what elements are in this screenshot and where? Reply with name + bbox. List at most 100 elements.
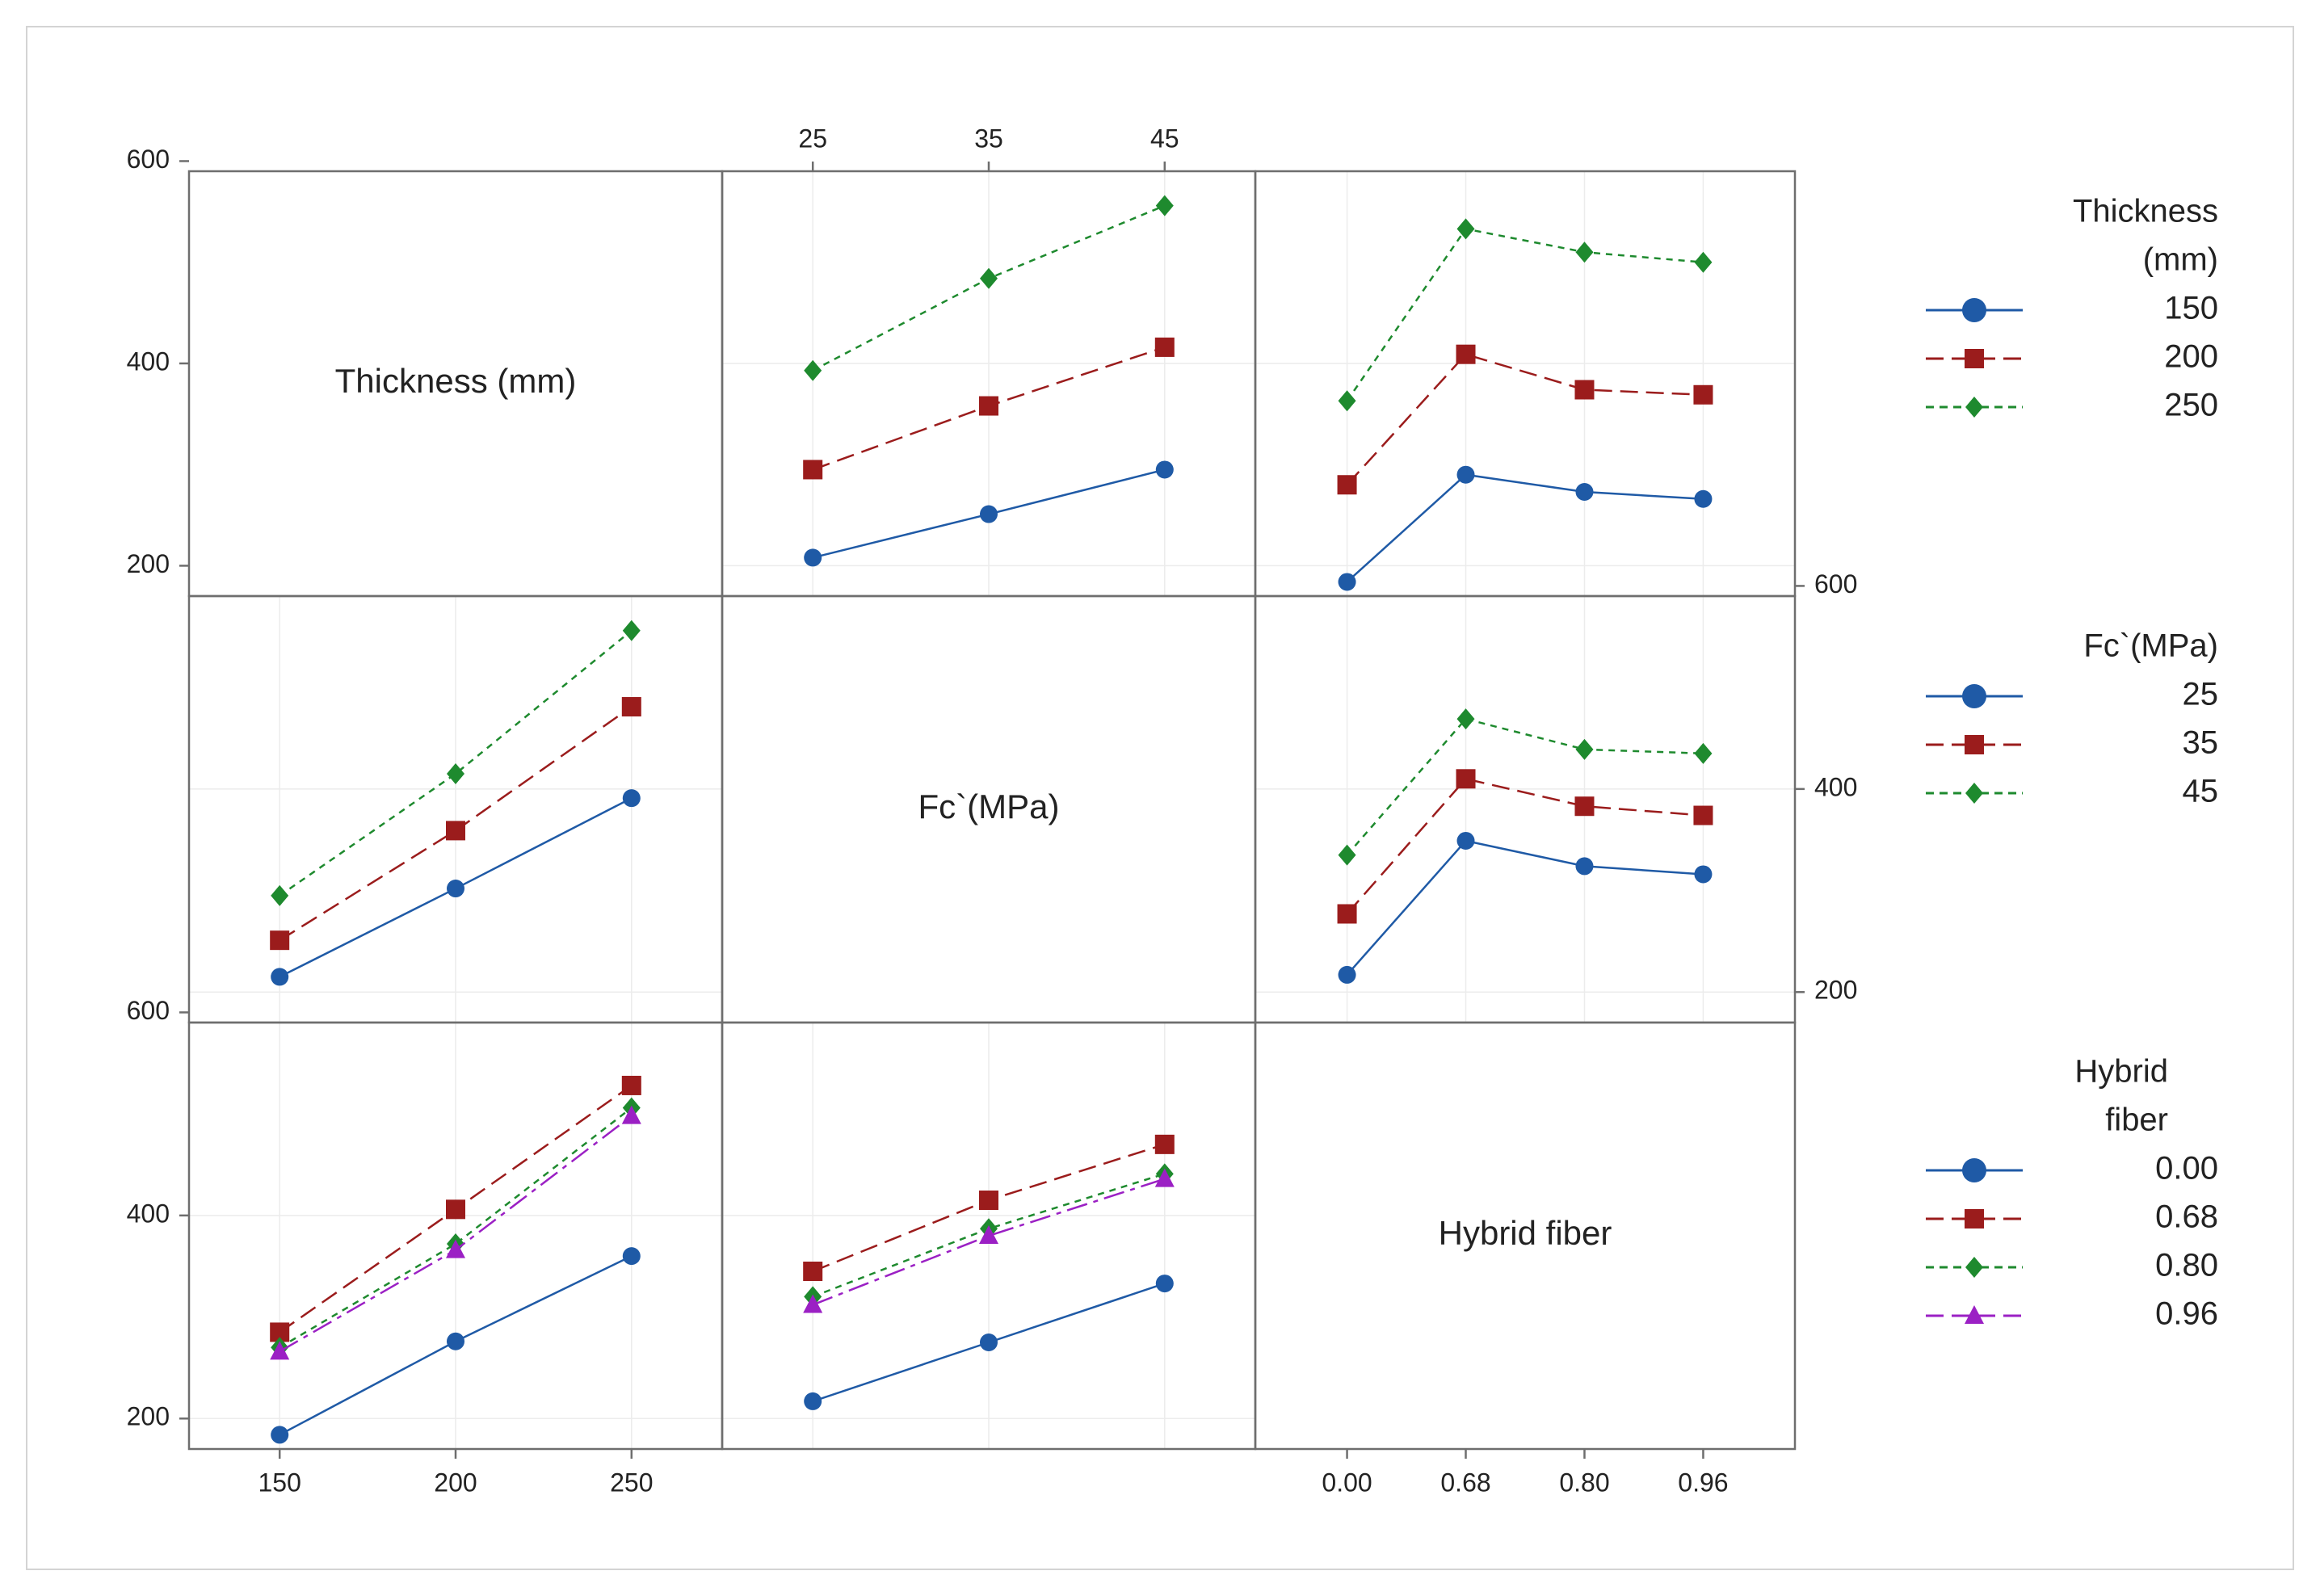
legend-title: Fc`(MPa)	[2083, 628, 2218, 664]
data-point	[1337, 475, 1357, 495]
data-point	[1456, 218, 1475, 240]
data-point	[1155, 195, 1174, 216]
series-line-200	[1346, 353, 1704, 486]
data-point	[1694, 742, 1713, 764]
legend-entry: 25	[2183, 677, 2219, 712]
data-point	[621, 1075, 641, 1095]
data-point	[1575, 483, 1594, 502]
data-point	[446, 821, 465, 841]
legend-title: (mm)	[2143, 242, 2218, 278]
data-point	[803, 1262, 823, 1281]
data-point	[1338, 844, 1356, 866]
x-tick-label: 0.68	[1440, 1468, 1490, 1497]
series-line-45	[279, 629, 633, 897]
data-point	[1154, 1168, 1175, 1187]
data-point	[1456, 708, 1475, 730]
y-tick-label: 200	[127, 1402, 170, 1431]
data-point	[980, 505, 998, 523]
data-point	[1574, 796, 1595, 817]
data-point	[447, 1332, 464, 1350]
panel-border	[1254, 594, 1797, 1024]
data-point	[1694, 865, 1713, 884]
data-point	[979, 1225, 998, 1244]
legend-title: Hybrid	[2074, 1054, 2168, 1090]
data-point	[980, 1334, 998, 1351]
legend-entry: 200	[2164, 339, 2218, 375]
data-point	[1694, 251, 1713, 273]
x-tick-label: 0.96	[1678, 1468, 1728, 1497]
legend-marker	[1965, 1257, 1983, 1278]
factor-label: Hybrid fiber	[1439, 1214, 1612, 1252]
x-tick-label: 25	[798, 124, 827, 153]
data-point	[1575, 242, 1594, 263]
data-point	[270, 930, 290, 951]
data-point	[1693, 384, 1713, 405]
data-point	[622, 789, 641, 808]
data-point	[1337, 904, 1357, 924]
x-tick-label: 200	[434, 1468, 477, 1497]
data-point	[1155, 460, 1174, 479]
series-line-0.80	[812, 1173, 1166, 1298]
y-tick-label: 400	[127, 1199, 170, 1228]
legend-marker	[1965, 735, 1984, 754]
legend-marker	[1965, 397, 1983, 418]
legend-marker	[1962, 684, 1986, 708]
panel-border	[1254, 1021, 1797, 1451]
legend-entry: 0.00	[2155, 1151, 2218, 1186]
y-tick-label: 600	[127, 996, 170, 1025]
data-point	[804, 1392, 822, 1410]
data-point	[1338, 573, 1356, 591]
data-point	[1694, 489, 1713, 508]
y-tick-label: 600	[127, 145, 170, 174]
series-line-45	[1346, 717, 1704, 856]
factor-label: Thickness (mm)	[335, 362, 577, 400]
data-point	[804, 548, 822, 567]
data-point	[622, 620, 641, 641]
data-point	[1456, 769, 1476, 789]
data-point	[1574, 380, 1595, 400]
data-point	[1154, 1134, 1175, 1154]
data-point	[1154, 337, 1175, 357]
data-point	[980, 267, 998, 289]
legend-entry: 0.68	[2155, 1199, 2218, 1235]
legend-entry: 250	[2164, 388, 2218, 423]
data-point	[271, 968, 289, 986]
y-tick-label: 400	[1814, 772, 1857, 801]
figure-frame: Thickness (mm) Fc`(MPa) Hybrid fiber 200 400…	[26, 26, 2294, 1570]
data-point	[1456, 344, 1476, 364]
data-point	[1155, 1275, 1174, 1293]
x-tick-label: 150	[258, 1468, 301, 1497]
series-line-250	[1346, 228, 1704, 402]
legend-entry: 35	[2183, 725, 2219, 761]
series-line-35	[1346, 777, 1704, 915]
y-tick-label: 400	[127, 346, 170, 376]
legend-marker	[1965, 783, 1983, 804]
y-tick-label: 200	[1814, 976, 1857, 1005]
data-point	[1693, 805, 1713, 825]
legend-entry: 0.80	[2155, 1248, 2218, 1283]
data-point	[803, 460, 823, 480]
legend-marker	[1962, 1158, 1986, 1182]
factor-label: Fc`(MPa)	[918, 788, 1060, 825]
legend-entry: 45	[2183, 774, 2219, 809]
panel-border	[1254, 170, 1797, 598]
data-point	[1575, 857, 1594, 876]
data-point	[271, 884, 289, 906]
series-line-150	[1346, 473, 1704, 583]
data-point	[271, 1426, 289, 1444]
x-tick-label: 0.00	[1322, 1468, 1372, 1497]
data-point	[270, 1341, 290, 1360]
data-point	[447, 763, 464, 784]
legend-entry: 150	[2164, 291, 2218, 326]
data-point	[622, 1247, 641, 1266]
data-point	[621, 697, 641, 717]
x-tick-label: 250	[610, 1468, 653, 1497]
data-point	[446, 1239, 465, 1258]
x-tick-label: 45	[1150, 124, 1179, 153]
data-point	[803, 1294, 823, 1313]
series-line-0.80	[279, 1107, 633, 1349]
y-tick-label: 200	[127, 549, 170, 578]
data-point	[804, 359, 822, 381]
legend-entry: 0.96	[2155, 1296, 2218, 1332]
legend-title: Thickness	[2073, 194, 2218, 229]
